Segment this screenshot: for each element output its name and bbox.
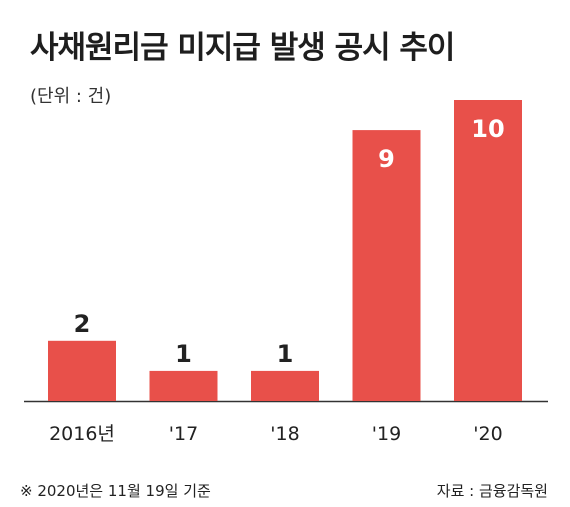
x-tick-label: 2016년 [49,423,115,445]
bar [149,370,218,401]
footnote: ※ 2020년은 11월 19일 기준 [20,482,211,500]
x-tick-label: '17 [169,423,198,445]
x-tick-label: '20 [473,423,502,445]
data-label: 1 [175,340,192,368]
bar [48,340,116,401]
data-label: 2 [74,310,91,338]
unit-label: (단위 : 건) [30,86,112,107]
x-tick-label: '18 [270,423,299,445]
bar-chart: 2 2016년 1 '17 1 '18 9 '19 10 '20 [24,100,548,445]
bar [251,370,319,401]
data-label: 10 [471,115,504,143]
source-note: 자료 : 금융감독원 [436,482,548,500]
data-label: 1 [277,340,294,368]
data-label: 9 [378,145,395,173]
chart-title: 사채원리금 미지급 발생 공시 추이 [30,30,455,66]
bar [352,130,421,401]
bar [454,100,522,401]
x-tick-label: '19 [372,423,401,445]
